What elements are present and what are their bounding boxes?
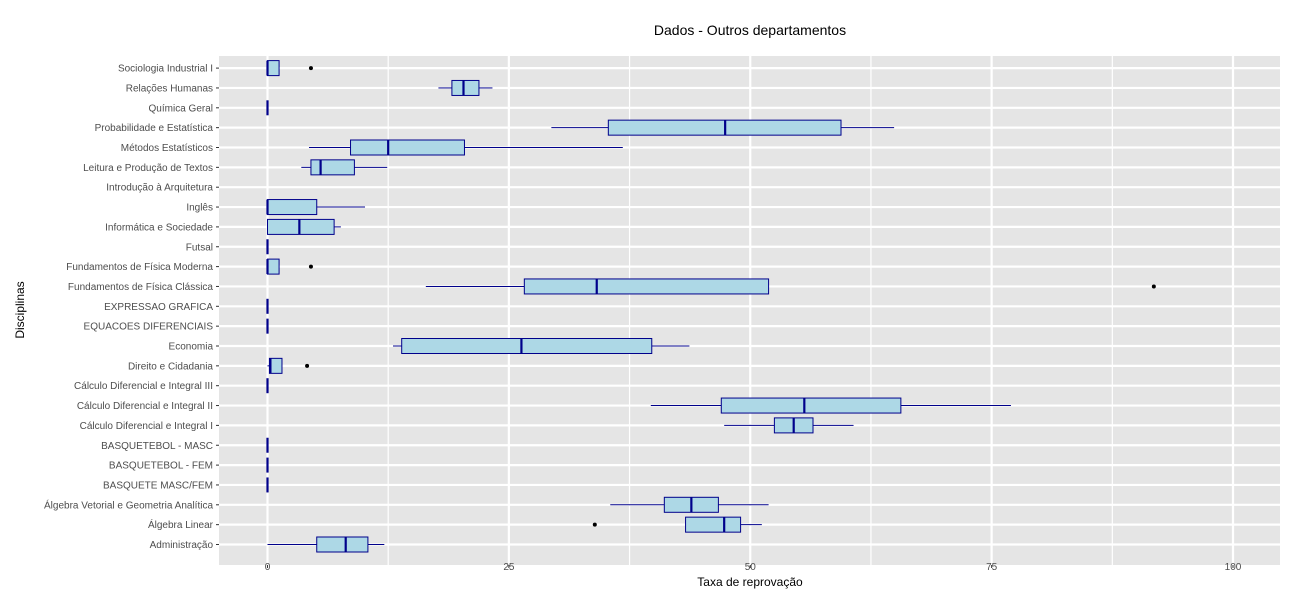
- x-tick-label: 0: [265, 562, 271, 573]
- y-tick-label: BASQUETEBOL - FEM: [109, 461, 213, 472]
- box-16: [267, 218, 341, 235]
- y-tick-label: Química Geral: [149, 103, 213, 114]
- y-tick-label: Relações Humanas: [126, 83, 213, 94]
- box-iqr: [451, 79, 480, 96]
- box-2: [610, 496, 769, 513]
- y-tick-label: Sociologia Industrial I: [118, 64, 213, 75]
- box-6: [724, 417, 854, 434]
- box-iqr: [267, 218, 335, 235]
- y-tick-label: Administração: [150, 540, 214, 551]
- chart-title: Dados - Outros departamentos: [654, 22, 846, 38]
- y-tick-label: Fundamentos de Física Moderna: [66, 262, 213, 273]
- box-10: [393, 338, 690, 354]
- y-tick-label: Introdução à Arquitetura: [106, 183, 213, 194]
- outlier-point: [592, 522, 597, 527]
- x-tick-labels: 0 25 50 75 100: [265, 562, 1242, 573]
- y-tick-label: Cálculo Diferencial e Integral I: [80, 421, 213, 432]
- box-9: [267, 357, 310, 374]
- y-tick-label: Cálculo Diferencial e Integral II: [77, 401, 213, 412]
- y-tick-label: EQUACOES DIFERENCIAIS: [84, 322, 214, 333]
- box-14: [266, 258, 313, 275]
- box-0: [267, 536, 385, 553]
- x-axis-title: Taxa de reprovação: [697, 575, 803, 589]
- y-tick-label: Leitura e Produção de Textos: [83, 163, 213, 174]
- y-tick-label: Futsal: [186, 242, 213, 253]
- y-tick-label: Álgebra Vetorial e Geometria Analítica: [44, 498, 213, 511]
- box-iqr: [267, 60, 280, 77]
- box-1: [592, 516, 762, 533]
- box-iqr: [316, 536, 369, 553]
- outlier-point: [305, 363, 310, 368]
- box-21: [551, 119, 895, 136]
- outlier-point: [1151, 284, 1156, 289]
- y-tick-label: Fundamentos de Física Clássica: [68, 282, 214, 293]
- box-24: [266, 60, 313, 77]
- box-iqr: [267, 199, 318, 216]
- outlier-point: [308, 264, 313, 269]
- box-20: [309, 139, 623, 156]
- y-tick-label: Probabilidade e Estatística: [95, 123, 214, 134]
- box-23: [438, 79, 493, 96]
- y-tick-label: Inglês: [186, 203, 213, 214]
- x-tick-label: 50: [745, 562, 757, 573]
- y-tick-labels: Administração Álgebra Linear Álgebra Vetor…: [44, 64, 219, 551]
- box-iqr: [523, 278, 770, 295]
- y-tick-label: Álgebra Linear: [148, 518, 214, 531]
- outlier-point: [308, 66, 313, 71]
- y-tick-label: BASQUETEBOL - MASC: [101, 441, 213, 452]
- x-tick-label: 25: [503, 562, 515, 573]
- box-iqr: [267, 258, 280, 275]
- x-tick-label: 100: [1225, 562, 1242, 573]
- box-iqr: [310, 159, 355, 176]
- y-tick-label: Direito e Cidadania: [128, 361, 213, 372]
- box-19: [301, 159, 388, 176]
- y-tick-label: EXPRESSAO GRAFICA: [104, 302, 213, 313]
- box-17: [266, 199, 366, 216]
- y-tick-label: Informática e Sociedade: [105, 222, 213, 233]
- y-tick-label: Cálculo Diferencial e Integral III: [74, 381, 213, 392]
- box-7: [650, 397, 1011, 414]
- boxes: [266, 60, 1156, 553]
- box-iqr: [401, 338, 653, 354]
- y-tick-label: Economia: [169, 342, 214, 353]
- box-iqr: [685, 516, 742, 533]
- box-iqr: [720, 397, 902, 414]
- y-axis-title: Disciplinas: [13, 281, 27, 338]
- box-13: [425, 278, 1156, 295]
- box-iqr: [350, 139, 465, 156]
- y-tick-label: Métodos Estatísticos: [121, 143, 213, 154]
- x-tick-label: 75: [986, 562, 998, 573]
- y-tick-label: BASQUETE MASC/FEM: [103, 480, 213, 491]
